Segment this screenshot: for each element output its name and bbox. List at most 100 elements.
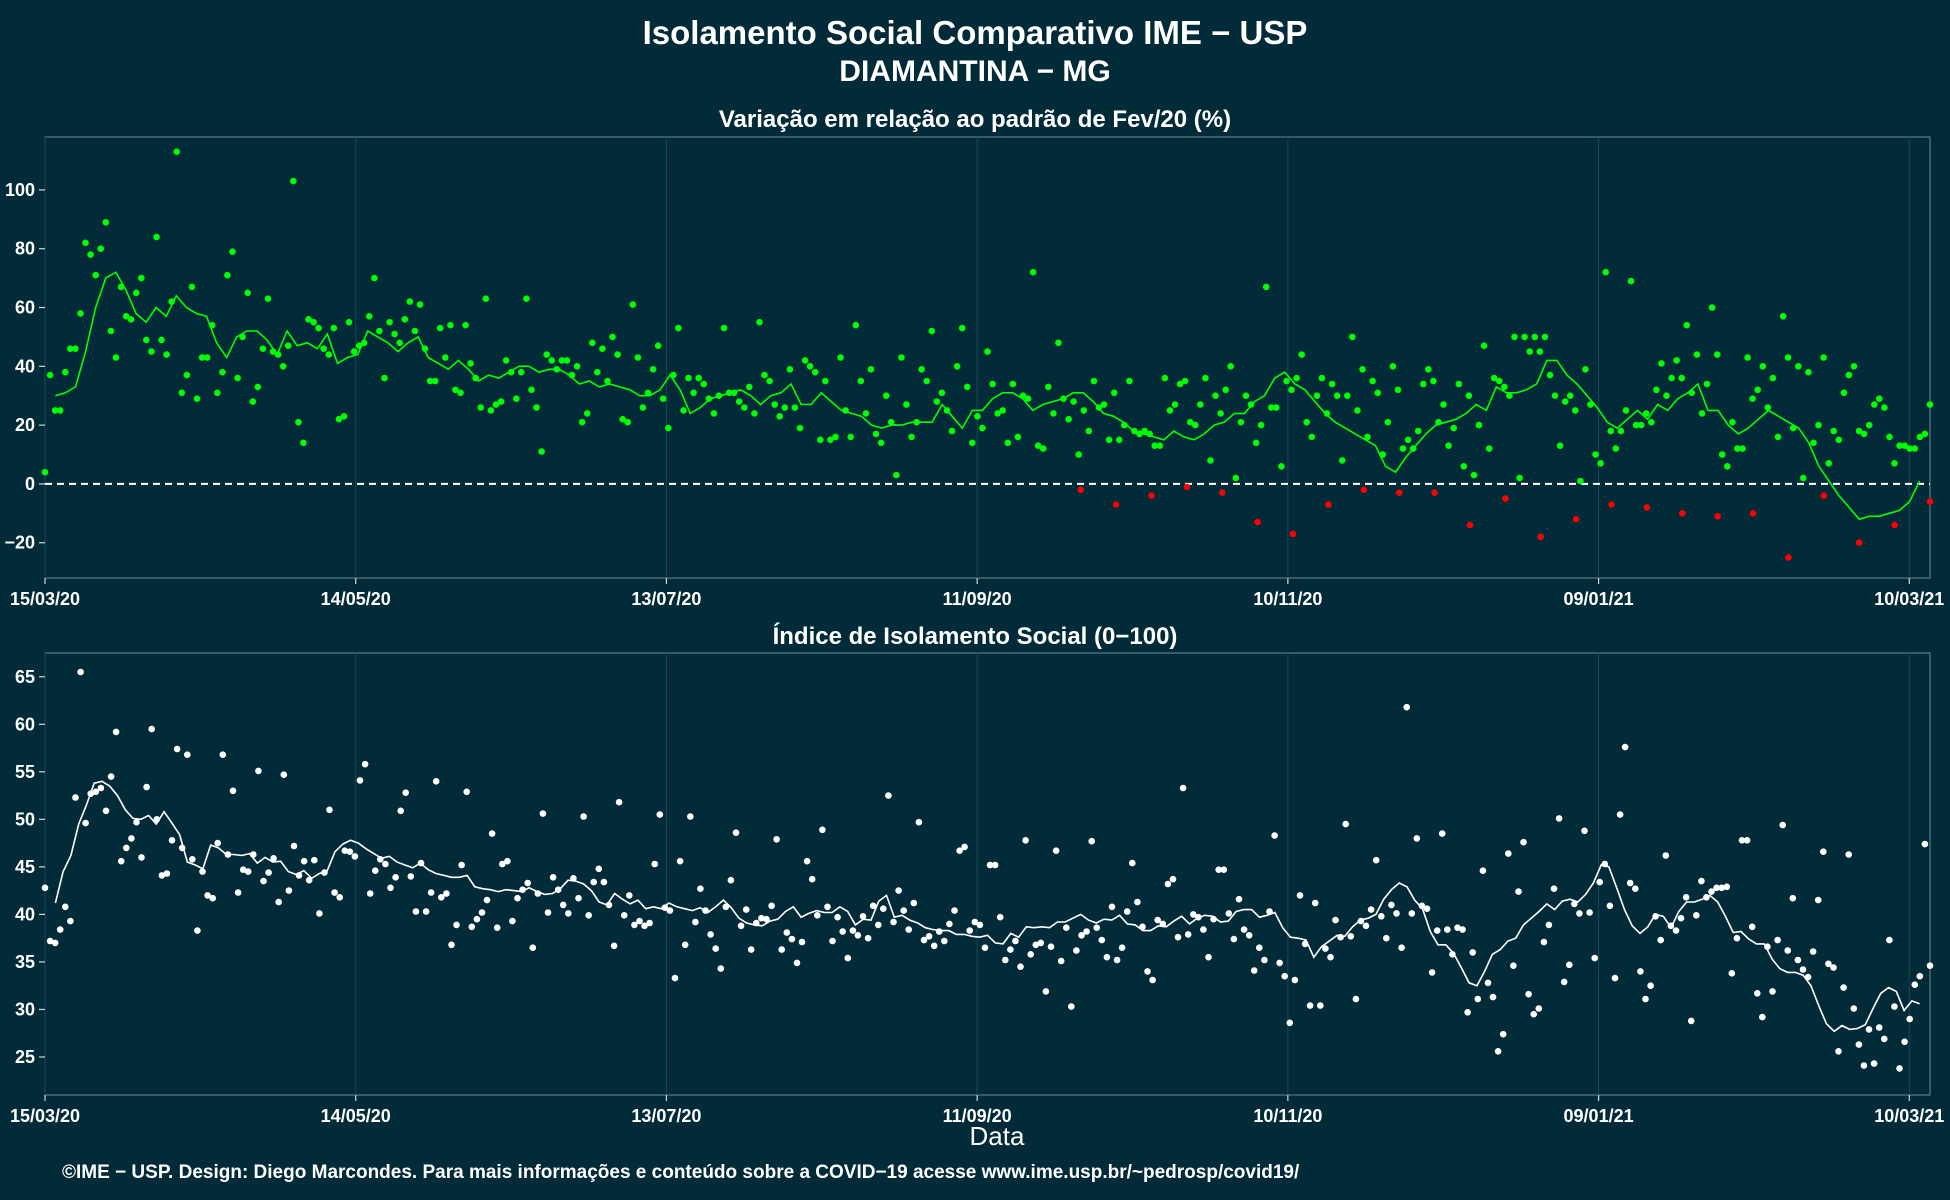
index-point — [575, 894, 582, 902]
index-point — [1891, 1003, 1898, 1010]
index-point — [275, 898, 283, 906]
variation-point — [1364, 433, 1371, 441]
variation-point — [1511, 333, 1518, 341]
index-point — [763, 915, 770, 923]
index-point — [285, 887, 293, 894]
negative-point — [1749, 510, 1757, 517]
index-point — [1408, 910, 1416, 917]
variation-point — [391, 330, 398, 338]
variation-point — [1029, 268, 1037, 276]
index-point — [92, 788, 100, 796]
variation-point — [513, 395, 520, 403]
variation-point — [847, 433, 854, 441]
index-point — [1621, 743, 1629, 751]
variation-point — [345, 318, 353, 326]
variation-point — [1252, 439, 1260, 447]
index-point — [499, 860, 506, 868]
index-point — [97, 784, 105, 792]
index-point — [1215, 866, 1222, 873]
index-point — [1530, 1010, 1537, 1018]
variation-point — [528, 386, 535, 394]
index-point — [1535, 1005, 1543, 1012]
variation-point — [1850, 363, 1858, 370]
index-point — [1814, 896, 1822, 904]
variation-point — [558, 357, 566, 364]
index-point — [290, 842, 298, 850]
variation-point — [1298, 351, 1305, 358]
variation-point — [1430, 377, 1437, 385]
variation-point — [497, 398, 505, 405]
variation-point — [1110, 389, 1118, 397]
variation-point — [893, 471, 900, 479]
variation-point — [305, 316, 312, 323]
index-point — [1657, 936, 1664, 944]
index-point — [1464, 1009, 1471, 1016]
variation-point — [1349, 333, 1356, 341]
index-point — [1012, 937, 1019, 945]
index-point — [214, 839, 221, 847]
x-axis-label: Data — [970, 1121, 1025, 1151]
index-point — [976, 921, 984, 929]
footer-credit: ©IME − USP. Design: Diego Marcondes. Par… — [62, 1162, 1300, 1183]
variation-point — [1896, 442, 1903, 450]
variation-point — [1389, 363, 1397, 370]
variation-point — [1217, 410, 1224, 417]
index-point — [1398, 944, 1405, 951]
x-tick-label: 09/01/21 — [1564, 1106, 1634, 1126]
negative-point — [1325, 501, 1332, 508]
variation-point — [1708, 304, 1716, 311]
index-point — [458, 861, 465, 869]
variation-point — [822, 377, 829, 385]
index-point — [1784, 947, 1791, 954]
index-point — [1367, 906, 1375, 913]
index-point — [448, 941, 455, 949]
index-point — [1865, 1026, 1873, 1033]
variation-point — [1637, 421, 1645, 429]
index-point — [1489, 993, 1497, 1001]
variation-point — [984, 348, 991, 355]
index-point — [1144, 968, 1151, 975]
index-point — [1540, 938, 1548, 946]
index-point — [62, 903, 69, 911]
index-point — [1068, 1003, 1075, 1010]
variation-point — [908, 433, 915, 441]
variation-point — [1516, 474, 1523, 482]
index-point — [1479, 867, 1487, 874]
index-point — [1347, 933, 1355, 940]
index-point — [1174, 933, 1182, 941]
index-point — [1591, 954, 1598, 962]
variation-point — [953, 363, 961, 370]
variation-point — [1865, 421, 1873, 429]
variation-point — [1683, 321, 1691, 329]
variation-point — [1278, 463, 1285, 470]
variation-point — [938, 389, 946, 397]
index-point — [1042, 988, 1050, 995]
index-point — [819, 826, 826, 834]
index-point — [946, 920, 953, 928]
variation-point — [1404, 436, 1412, 444]
variation-point — [229, 248, 236, 255]
index-point — [1616, 811, 1624, 818]
x-tick-label: 10/03/21 — [1874, 1106, 1944, 1126]
location-title: DIAMANTINA − MG — [839, 55, 1110, 88]
variation-point — [163, 351, 170, 358]
index-point — [737, 922, 745, 930]
index-point — [1545, 921, 1553, 929]
variation-point — [923, 377, 930, 385]
variation-point — [1055, 339, 1062, 347]
index-point — [671, 974, 679, 982]
index-point — [478, 909, 486, 916]
variation-point — [634, 354, 642, 361]
variation-point — [97, 245, 104, 252]
index-point — [112, 728, 120, 736]
variation-point — [1921, 430, 1929, 438]
variation-point — [811, 368, 819, 376]
index-point — [1352, 995, 1360, 1003]
index-point — [925, 933, 933, 940]
variation-point — [1166, 407, 1174, 414]
variation-point — [462, 321, 469, 329]
variation-point — [583, 410, 591, 417]
variation-point — [1546, 371, 1554, 379]
variation-point — [1769, 374, 1777, 382]
index-point — [372, 867, 379, 874]
